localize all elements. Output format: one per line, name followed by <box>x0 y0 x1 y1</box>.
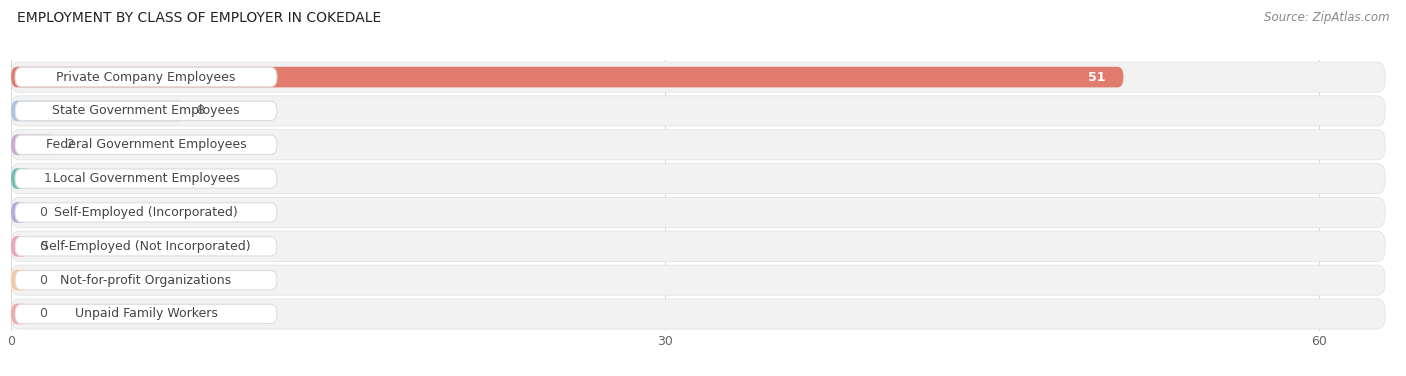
FancyBboxPatch shape <box>11 62 1385 92</box>
Text: 1: 1 <box>44 172 52 185</box>
Text: Unpaid Family Workers: Unpaid Family Workers <box>75 308 218 320</box>
Text: Not-for-profit Organizations: Not-for-profit Organizations <box>60 274 232 287</box>
FancyBboxPatch shape <box>15 270 277 290</box>
FancyBboxPatch shape <box>11 197 1385 227</box>
FancyBboxPatch shape <box>11 135 55 155</box>
Text: 8: 8 <box>197 105 205 117</box>
Text: Private Company Employees: Private Company Employees <box>56 71 236 83</box>
FancyBboxPatch shape <box>11 236 28 256</box>
Text: EMPLOYMENT BY CLASS OF EMPLOYER IN COKEDALE: EMPLOYMENT BY CLASS OF EMPLOYER IN COKED… <box>17 11 381 25</box>
Text: Self-Employed (Incorporated): Self-Employed (Incorporated) <box>53 206 238 219</box>
FancyBboxPatch shape <box>11 270 28 290</box>
FancyBboxPatch shape <box>15 169 277 188</box>
Text: 0: 0 <box>39 274 48 287</box>
Text: State Government Employees: State Government Employees <box>52 105 240 117</box>
FancyBboxPatch shape <box>11 299 1385 329</box>
Text: Federal Government Employees: Federal Government Employees <box>45 138 246 151</box>
FancyBboxPatch shape <box>15 203 277 222</box>
FancyBboxPatch shape <box>11 202 28 223</box>
Text: Self-Employed (Not Incorporated): Self-Employed (Not Incorporated) <box>41 240 250 253</box>
Text: 51: 51 <box>1088 71 1105 83</box>
FancyBboxPatch shape <box>15 101 277 121</box>
Text: 0: 0 <box>39 308 48 320</box>
FancyBboxPatch shape <box>11 168 34 189</box>
FancyBboxPatch shape <box>11 101 186 121</box>
FancyBboxPatch shape <box>11 96 1385 126</box>
Text: 0: 0 <box>39 240 48 253</box>
Text: 0: 0 <box>39 206 48 219</box>
FancyBboxPatch shape <box>11 67 1123 87</box>
Text: Source: ZipAtlas.com: Source: ZipAtlas.com <box>1264 11 1389 24</box>
Text: 2: 2 <box>66 138 73 151</box>
Text: Local Government Employees: Local Government Employees <box>52 172 239 185</box>
FancyBboxPatch shape <box>11 231 1385 261</box>
FancyBboxPatch shape <box>11 130 1385 160</box>
FancyBboxPatch shape <box>15 237 277 256</box>
FancyBboxPatch shape <box>15 304 277 324</box>
FancyBboxPatch shape <box>15 135 277 155</box>
FancyBboxPatch shape <box>15 67 277 87</box>
FancyBboxPatch shape <box>11 304 28 324</box>
FancyBboxPatch shape <box>11 164 1385 194</box>
FancyBboxPatch shape <box>11 265 1385 295</box>
